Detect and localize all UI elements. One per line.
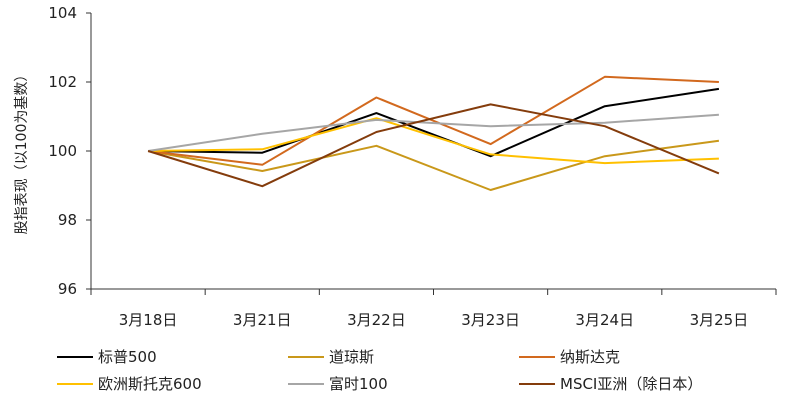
x-tick-label: 3月24日 — [575, 311, 634, 329]
series-line — [147, 75, 719, 166]
x-tick-label: 3月23日 — [461, 311, 520, 329]
legend-label: MSCI亚洲（除日本） — [560, 375, 702, 393]
y-tick-label: 104 — [48, 4, 77, 22]
series-line — [147, 103, 720, 188]
series-line — [147, 139, 720, 191]
legend-label: 道琼斯 — [329, 348, 374, 366]
series-line — [147, 113, 719, 152]
y-tick-label: 98 — [58, 211, 77, 229]
axes: 96 98 100 102 104 3月18日 3月21日 3月22日 3月23日 3月24日 3月… — [13, 4, 777, 329]
y-axis-title: 股指表现（以100为基数） — [13, 68, 30, 235]
legend-label: 纳斯达克 — [560, 348, 620, 366]
legend-label: 标普500 — [98, 348, 157, 366]
x-tick-label: 3月21日 — [233, 311, 292, 329]
y-tick-label: 102 — [48, 73, 77, 91]
series-line — [148, 117, 719, 165]
series-line — [148, 87, 720, 158]
series-layer — [147, 75, 720, 191]
y-tick-label: 100 — [48, 142, 77, 160]
x-tick-label: 3月22日 — [347, 311, 406, 329]
x-tick-label: 3月18日 — [119, 311, 178, 329]
y-tick-label: 96 — [58, 280, 77, 298]
legend-label: 富时100 — [329, 375, 388, 393]
legend-label: 欧洲斯托克600 — [98, 375, 202, 393]
x-tick-label: 3月25日 — [690, 311, 749, 329]
